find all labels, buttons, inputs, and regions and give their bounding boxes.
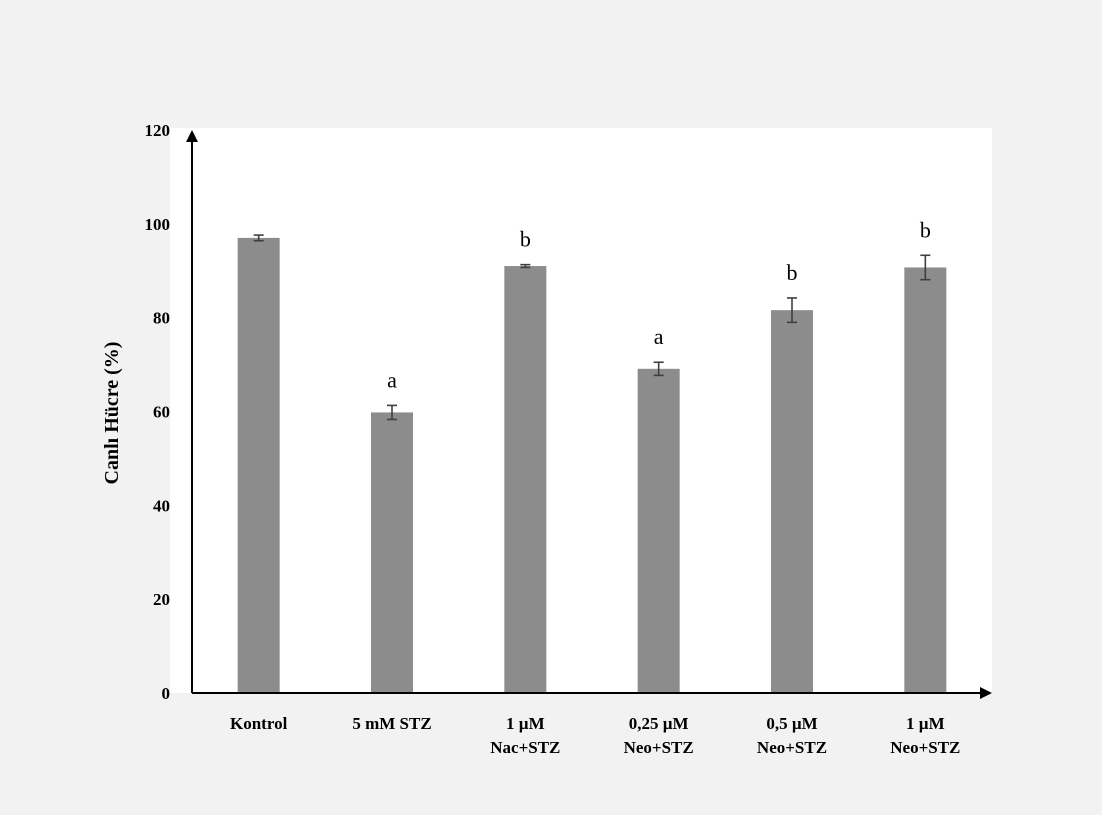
x-tick-label: Kontrol — [230, 714, 288, 733]
error-bar — [387, 404, 397, 421]
error-bar — [920, 254, 931, 281]
bar — [504, 266, 547, 693]
significance-label: a — [387, 367, 397, 392]
y-tick-label: 60 — [153, 403, 170, 422]
error-bar — [253, 234, 264, 242]
x-tick-label: 1 µM — [506, 714, 545, 733]
y-tick-label: 40 — [153, 496, 170, 515]
plot-background — [170, 128, 992, 693]
x-tick-label: Nac+STZ — [490, 738, 560, 757]
significance-label: a — [654, 324, 664, 349]
x-tick-label: Neo+STZ — [757, 738, 827, 757]
x-tick-label: Neo+STZ — [624, 738, 694, 757]
bar — [371, 412, 413, 693]
bar — [237, 237, 280, 694]
error-bar — [787, 297, 797, 324]
category-labels: Kontrol 5 mM STZ 1 µM Nac+STZ 0,25 µM Neo+STZ… — [230, 714, 960, 757]
significance-labels: a b a b b — [387, 217, 931, 392]
y-axis-arrow — [186, 130, 198, 142]
axes — [186, 130, 992, 699]
bar — [904, 267, 947, 693]
x-tick-label: 0,5 µM — [766, 714, 817, 733]
y-tick-label: 0 — [162, 684, 171, 703]
bar — [771, 310, 813, 693]
x-tick-label: 0,25 µM — [629, 714, 689, 733]
y-tick-label: 100 — [145, 215, 171, 234]
significance-label: b — [520, 227, 531, 252]
bar — [637, 368, 680, 693]
error-bar — [520, 263, 531, 269]
x-tick-label: Neo+STZ — [890, 738, 960, 757]
x-tick-label: 1 µM — [906, 714, 945, 733]
y-tick-label: 80 — [153, 309, 170, 328]
error-bar — [653, 361, 664, 377]
significance-label: b — [787, 260, 798, 285]
y-tick-label: 20 — [153, 590, 170, 609]
y-tick-label: 120 — [145, 121, 171, 140]
significance-label: b — [920, 217, 931, 242]
x-axis-arrow — [980, 687, 992, 699]
x-tick-label: 5 mM STZ — [352, 714, 431, 733]
error-bars — [253, 234, 931, 421]
y-axis-ticks: 0 20 40 60 80 100 120 — [145, 121, 171, 703]
bars — [237, 237, 947, 694]
y-axis-label: Canlı Hücre (%) — [101, 342, 123, 485]
